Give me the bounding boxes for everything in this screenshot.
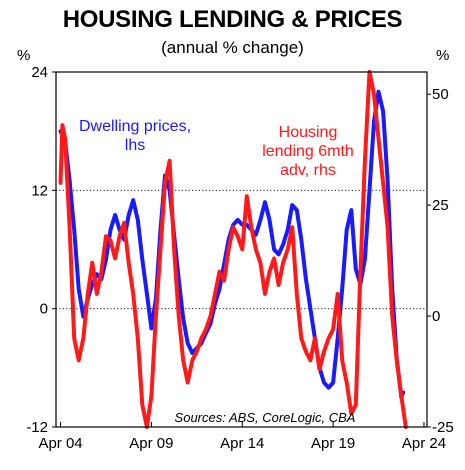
x-tick-label: Apr 09	[129, 435, 173, 452]
x-tick-label: Apr 24	[402, 435, 446, 452]
series-line-0	[58, 89, 406, 400]
series-label-dwelling-prices: Dwelling prices, lhs	[79, 118, 191, 154]
left-tick-label: 24	[31, 64, 48, 81]
source-note: Sources: ABS, CoreLogic, CBA	[175, 410, 356, 425]
right-tick-label: 0	[432, 308, 440, 325]
right-axis-unit: %	[436, 47, 449, 64]
left-tick-label: 12	[31, 182, 48, 199]
x-tick-label: Apr 04	[38, 435, 82, 452]
right-tick-label: -25	[432, 419, 454, 436]
left-tick-label: -12	[26, 419, 48, 436]
plot-frame	[55, 71, 428, 428]
left-tick-label: 0	[40, 301, 48, 318]
x-tick-label: Apr 14	[220, 435, 264, 452]
x-axis-ticks: Apr 04 Apr 09 Apr 14 Apr 19 Apr 24	[38, 422, 446, 452]
series-line-1	[58, 70, 408, 429]
series-label-housing-lending: Housing lending 6mth adv, rhs	[262, 124, 354, 179]
series-lines	[58, 70, 408, 429]
left-axis-ticks: -12 0 12 24	[26, 64, 56, 436]
x-tick-label: Apr 19	[311, 435, 355, 452]
series-labels: Dwelling prices, lhs Housing lending 6mth ad…	[79, 118, 354, 179]
chart-subtitle: (annual % change)	[161, 38, 304, 57]
right-tick-label: 25	[432, 197, 449, 214]
left-axis-unit: %	[17, 47, 30, 64]
right-axis-ticks: -25 0 25 50	[427, 86, 454, 436]
chart-title: HOUSING LENDING & PRICES	[62, 6, 403, 33]
right-tick-label: 50	[432, 86, 449, 103]
